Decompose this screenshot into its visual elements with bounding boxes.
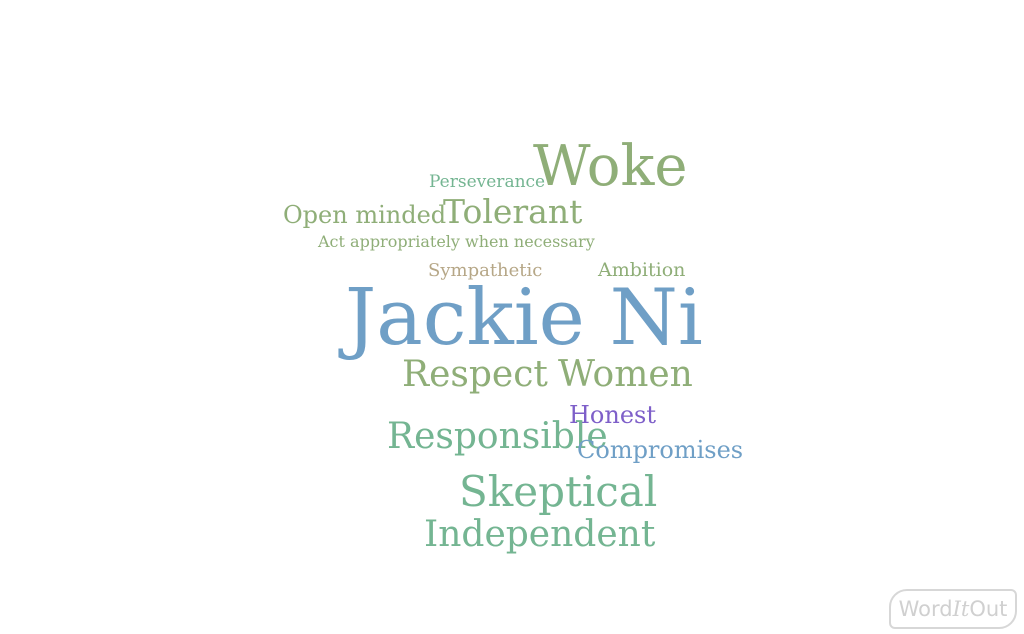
- word-tolerant: Tolerant: [443, 192, 583, 231]
- logo-text-it: It: [952, 597, 970, 621]
- word-women: Women: [558, 354, 693, 395]
- word-skeptical: Skeptical: [459, 467, 658, 516]
- word-sympathetic: Sympathetic: [428, 260, 543, 281]
- word-woke: Woke: [533, 134, 688, 199]
- word-jackie-ni: Jackie Ni: [345, 273, 703, 363]
- logo-text-word: Word: [898, 597, 953, 621]
- word-honest: Honest: [569, 401, 656, 429]
- word-ambition: Ambition: [598, 259, 686, 281]
- worditout-logo[interactable]: WordItOut: [889, 589, 1017, 629]
- word-respect: Respect: [402, 354, 548, 395]
- logo-text-out: Out: [969, 597, 1008, 621]
- word-open-minded: Open minded: [283, 201, 447, 229]
- word-act-appropriately: Act appropriately when necessary: [318, 232, 595, 251]
- word-independent: Independent: [424, 514, 656, 555]
- word-perseverance: Perseverance: [429, 172, 546, 192]
- word-compromises: Compromises: [577, 436, 744, 464]
- word-responsible: Responsible: [387, 416, 608, 457]
